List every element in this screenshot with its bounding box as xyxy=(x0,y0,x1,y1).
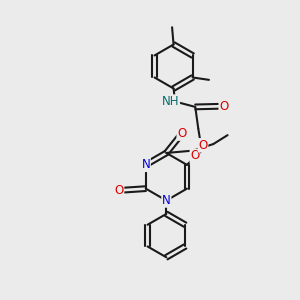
Text: N: N xyxy=(141,158,150,171)
Text: O: O xyxy=(114,184,124,196)
Text: NH: NH xyxy=(162,95,179,108)
Text: O: O xyxy=(219,100,228,113)
Text: O: O xyxy=(190,149,200,162)
Text: O: O xyxy=(177,127,186,140)
Text: N: N xyxy=(162,194,171,207)
Text: O: O xyxy=(198,139,208,152)
